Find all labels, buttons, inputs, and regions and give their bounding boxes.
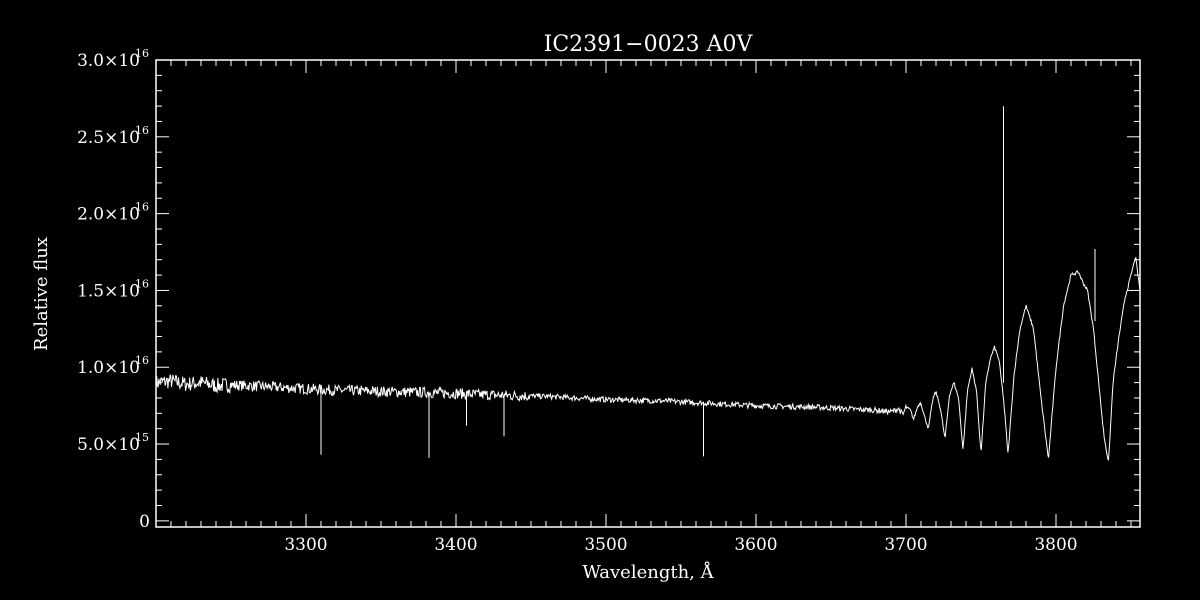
x-tick-label: 3500	[584, 535, 627, 555]
y-tick-exponent: 16	[135, 354, 149, 367]
y-tick-mantissa: 0	[139, 512, 150, 532]
y-tick-exponent: 16	[135, 277, 149, 290]
chart-title: IC2391−0023 A0V	[544, 32, 754, 57]
y-tick-mantissa: 2.5×10	[77, 128, 140, 148]
tick-labels: 3300 3400 3500 3600 3700 380005.0×10151.0×101…	[77, 47, 1078, 555]
y-tick-label: 0	[139, 512, 150, 532]
spectrum-line	[155, 257, 1141, 461]
x-tick-label: 3400	[434, 535, 477, 555]
y-tick-exponent: 16	[135, 201, 149, 214]
y-tick-exponent: 16	[135, 124, 149, 137]
x-tick-label: 3600	[734, 535, 777, 555]
y-tick-mantissa: 5.0×10	[77, 435, 140, 455]
y-tick-exponent: 15	[135, 431, 149, 444]
y-tick-mantissa: 1.5×10	[77, 281, 140, 301]
x-tick-label: 3800	[1034, 535, 1077, 555]
y-axis-label: Relative flux	[31, 237, 52, 351]
y-tick-mantissa: 3.0×10	[77, 51, 140, 71]
y-tick-exponent: 16	[135, 47, 149, 60]
y-tick-mantissa: 2.0×10	[77, 205, 140, 225]
x-tick-label: 3300	[284, 535, 327, 555]
plot-frame	[155, 59, 1141, 528]
axis-ticks	[155, 59, 1140, 527]
y-tick-mantissa: 1.0×10	[77, 358, 140, 378]
x-axis-label: Wavelength, Å	[582, 561, 714, 583]
x-tick-label: 3700	[884, 535, 927, 555]
plot-area	[155, 106, 1141, 463]
